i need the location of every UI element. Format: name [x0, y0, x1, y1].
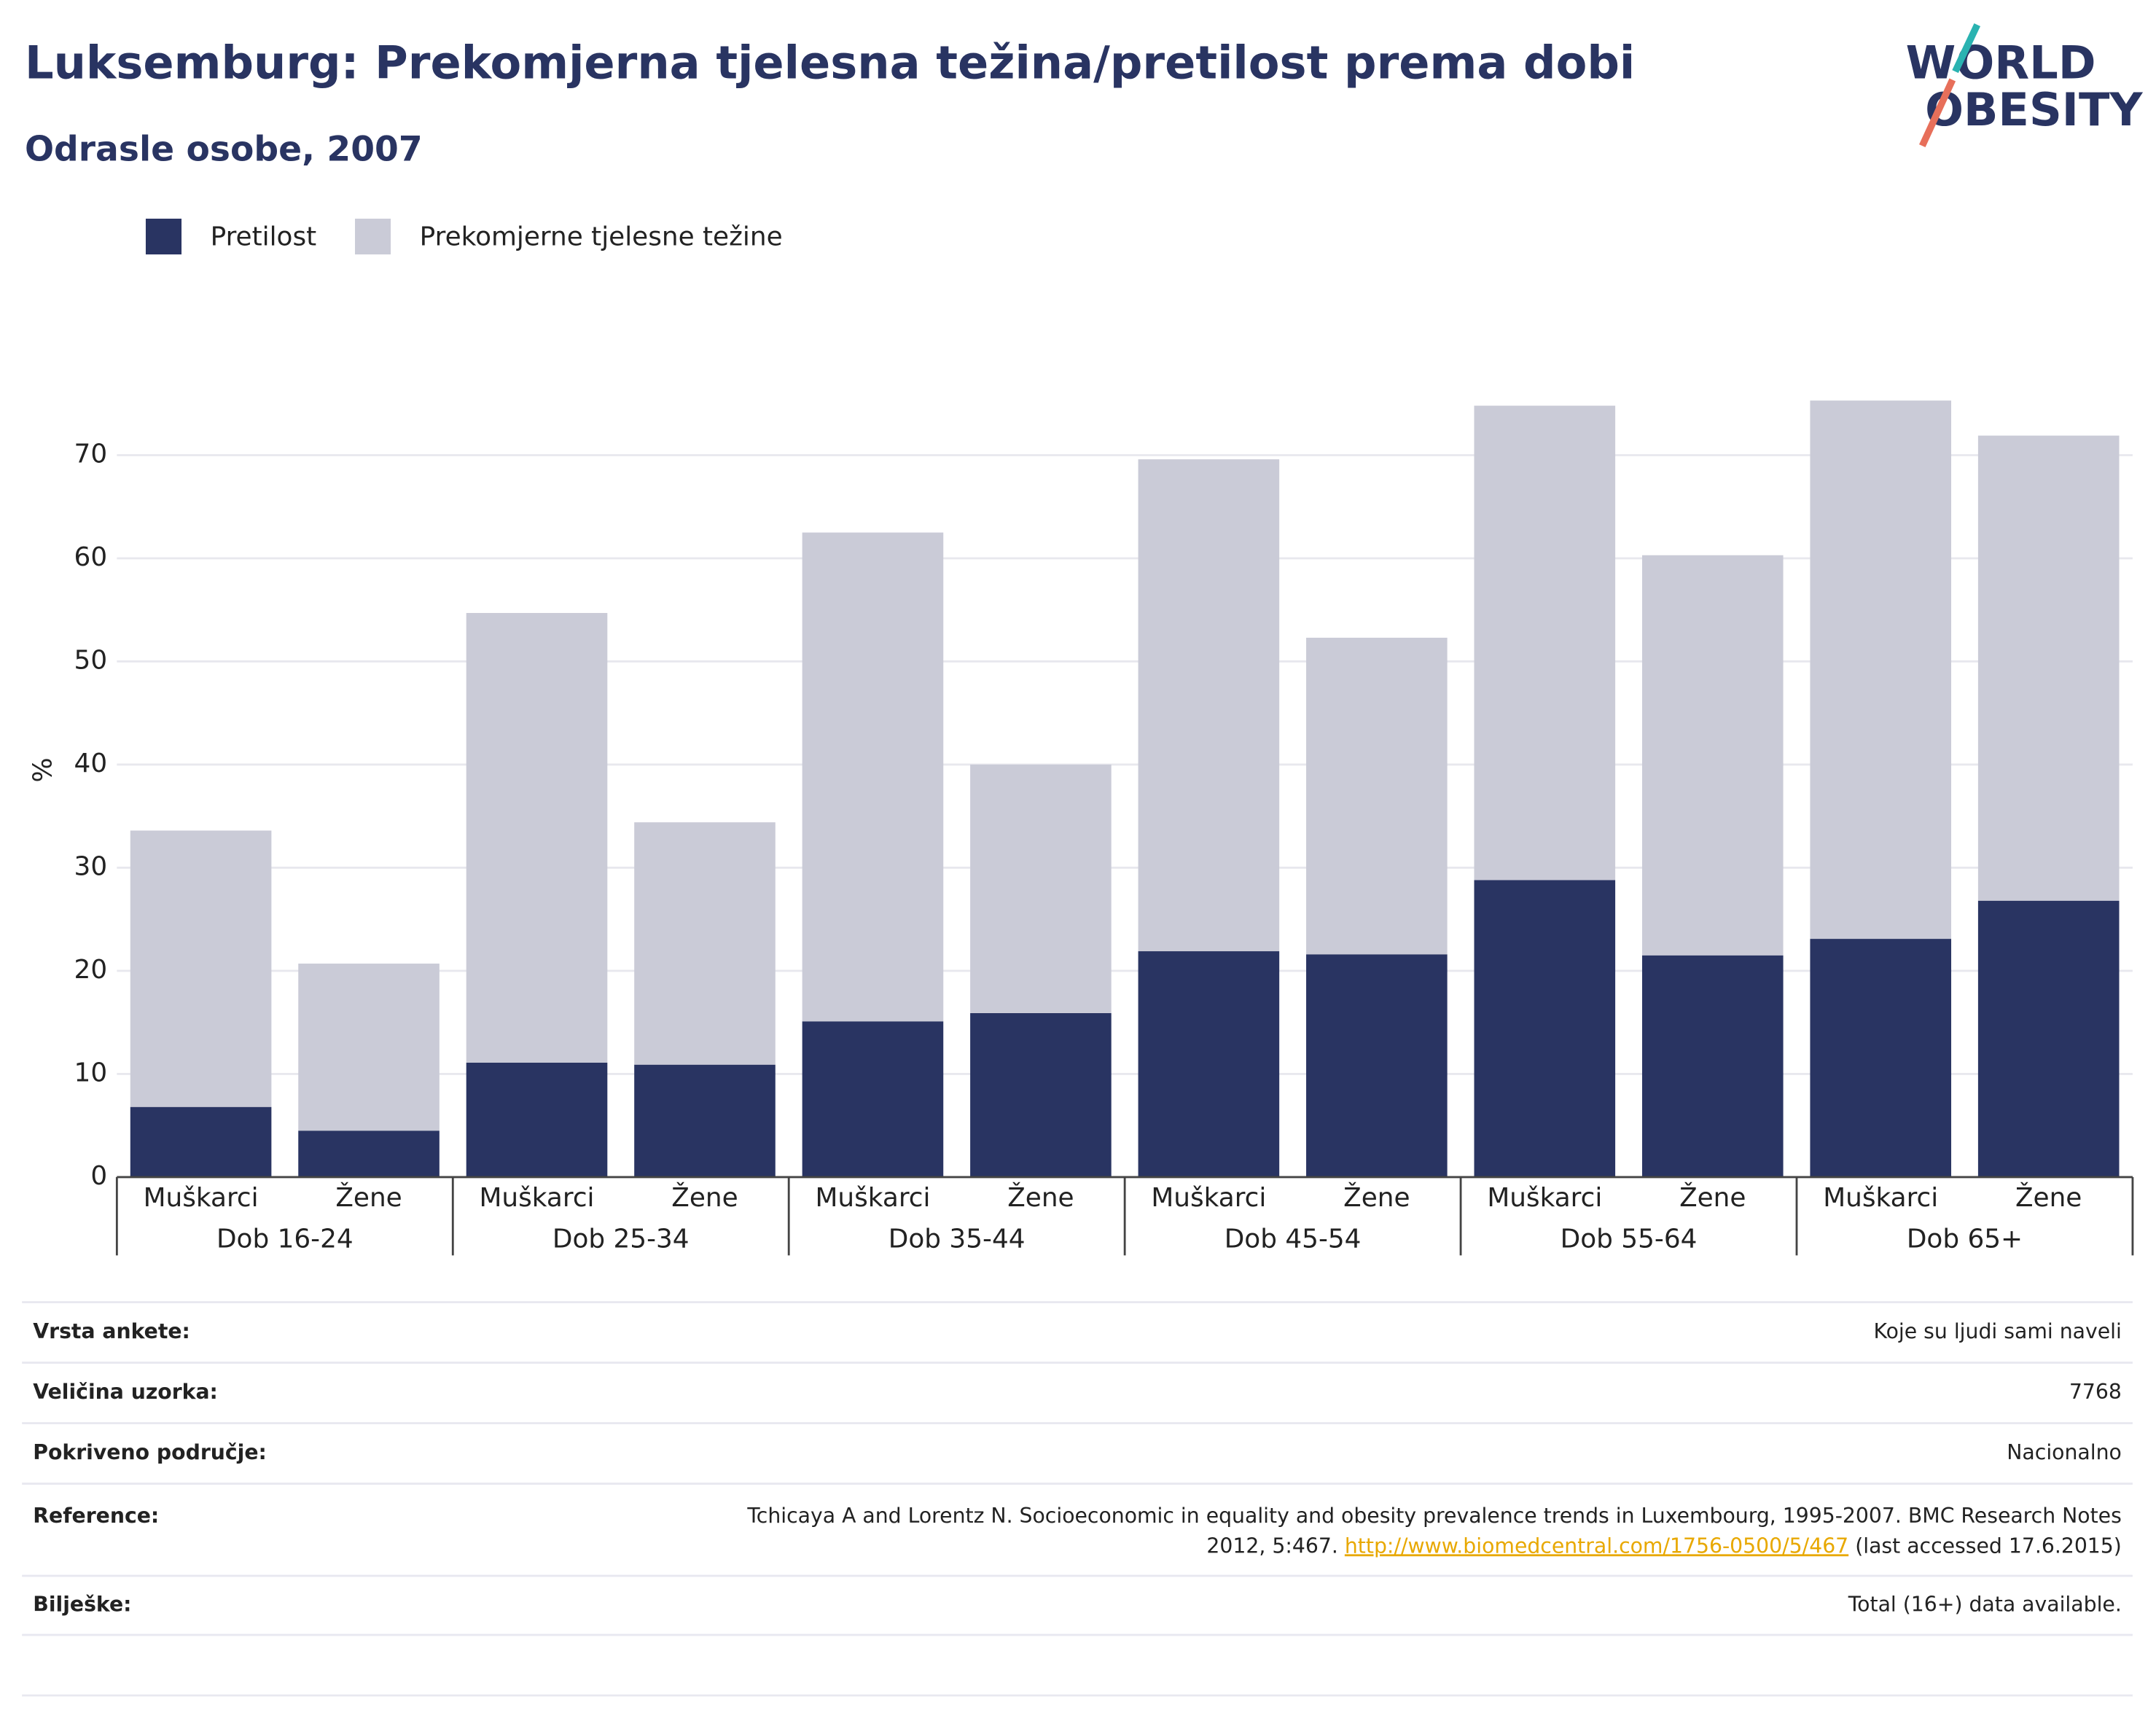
- x-tick-label: Žene: [1007, 1182, 1074, 1213]
- y-tick-label: 30: [74, 851, 108, 881]
- row-label: Bilješke:: [33, 1593, 131, 1617]
- legend-label: Pretilost: [211, 222, 317, 251]
- group-label: Dob 16-24: [216, 1225, 354, 1254]
- bar-segment: [1474, 405, 1616, 880]
- y-tick-label: 10: [74, 1058, 108, 1087]
- y-tick-label: 60: [74, 542, 108, 572]
- logo-slash: [1919, 78, 1956, 148]
- row-value: Koje su ljudi sami naveli: [1873, 1319, 2121, 1343]
- legend-swatch: [355, 219, 391, 255]
- row-value: 7768: [2069, 1380, 2122, 1404]
- bar-segment: [802, 532, 944, 1022]
- x-tick-label: Žene: [1679, 1182, 1746, 1213]
- y-tick-label: 40: [74, 749, 108, 778]
- bar-segment: [298, 964, 440, 1131]
- logo: WORLD OBESITY: [1906, 23, 2143, 148]
- bar-segment: [970, 1012, 1112, 1177]
- legend-swatch: [145, 219, 182, 255]
- chart-title: Luksemburg: Prekomjerna tjelesna težina/…: [25, 36, 1635, 90]
- bar-segment: [1474, 880, 1616, 1177]
- row-label: Vrsta ankete:: [33, 1319, 190, 1343]
- x-tick-label: Žene: [335, 1182, 402, 1213]
- group-label: Dob 65+: [1907, 1225, 2023, 1254]
- bar-segment: [1306, 954, 1448, 1177]
- row-value: Nacionalno: [2007, 1440, 2122, 1464]
- bar-segment: [1306, 637, 1448, 955]
- bar-segment: [130, 1106, 272, 1177]
- x-tick-label: Muškarci: [480, 1183, 595, 1213]
- bar-segment: [1138, 459, 1280, 952]
- bar-segment: [1641, 955, 1784, 1177]
- logo-text: WORLD: [1906, 36, 2096, 90]
- bar-segment: [634, 822, 776, 1065]
- logo-slash: [1952, 23, 1981, 74]
- y-axis-label: %: [28, 757, 58, 782]
- info-table: Vrsta ankete: Koje su ljudi sami naveli Ve…: [22, 1301, 2133, 1697]
- bar-segment: [634, 1064, 776, 1177]
- x-tick-label: Žene: [2015, 1182, 2082, 1213]
- x-tick-label: Žene: [1343, 1182, 1410, 1213]
- group-label: Dob 25-34: [552, 1225, 690, 1254]
- bar-segment: [130, 830, 272, 1107]
- x-tick-label: Muškarci: [144, 1183, 259, 1213]
- bar-segment: [1977, 435, 2120, 901]
- x-tick-label: Žene: [671, 1182, 738, 1213]
- x-tick-label: Muškarci: [1487, 1183, 1602, 1213]
- y-tick-label: 50: [74, 645, 108, 675]
- bar-segment: [802, 1021, 944, 1177]
- y-tick-label: 0: [90, 1161, 107, 1191]
- y-tick-label: 70: [74, 439, 108, 469]
- y-tick-label: 20: [74, 955, 108, 985]
- bar-segment: [1810, 939, 1952, 1177]
- row-label: Veličina uzorka:: [33, 1380, 218, 1404]
- x-tick-label: Muškarci: [1151, 1183, 1266, 1213]
- row-label: Reference:: [33, 1504, 159, 1528]
- reference-link[interactable]: http://www.biomedcentral.com/1756-0500/5…: [1345, 1534, 1848, 1558]
- bar-segment: [466, 612, 608, 1063]
- row-value: Total (16+) data available.: [1848, 1593, 2122, 1617]
- x-tick-label: Muškarci: [815, 1183, 930, 1213]
- row-value: (last accessed 17.6.2015): [1855, 1534, 2122, 1558]
- bar-segment: [466, 1062, 608, 1177]
- bar-segment: [1977, 900, 2120, 1177]
- bar-segment: [1641, 555, 1784, 956]
- x-tick-label: Muškarci: [1823, 1183, 1938, 1213]
- group-label: Dob 45-54: [1225, 1225, 1362, 1254]
- legend-label: Prekomjerne tjelesne težine: [420, 222, 783, 251]
- group-label: Dob 55-64: [1561, 1225, 1698, 1254]
- row-value: 2012, 5:467. http://www.biomedcentral.co…: [1206, 1534, 2121, 1558]
- bar-segment: [970, 764, 1112, 1013]
- logo-text: OBESITY: [1925, 83, 2143, 136]
- row-label: Pokriveno područje:: [33, 1440, 267, 1464]
- chart-subtitle: Odrasle osobe, 2007: [25, 130, 423, 170]
- row-value: 2012, 5:467.: [1206, 1534, 1337, 1558]
- bar-segment: [298, 1130, 440, 1177]
- row-value: Tchicaya A and Lorentz N. Socioeconomic …: [746, 1504, 2122, 1528]
- bar-segment: [1138, 951, 1280, 1177]
- group-label: Dob 35-44: [888, 1225, 1026, 1254]
- bar-segment: [1810, 400, 1952, 940]
